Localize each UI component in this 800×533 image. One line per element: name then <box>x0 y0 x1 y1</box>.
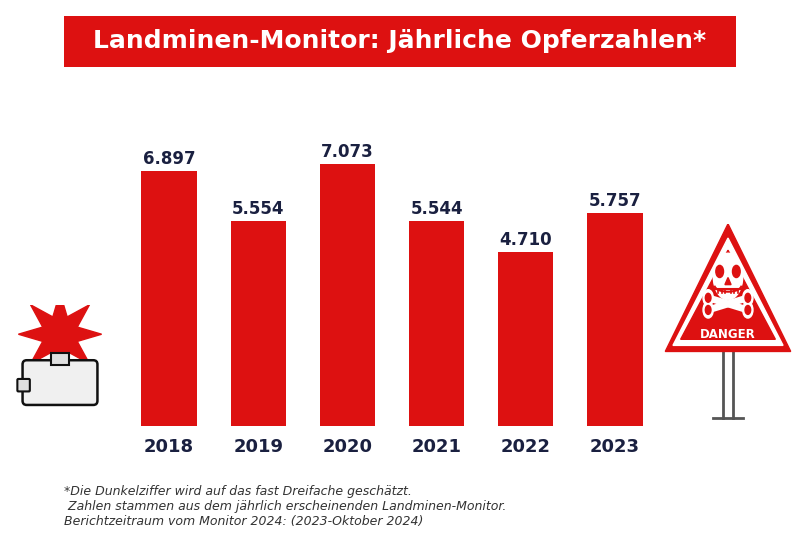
Bar <box>409 221 464 426</box>
Text: 7.073: 7.073 <box>321 143 374 161</box>
Circle shape <box>714 253 742 300</box>
Text: Landminen-Monitor: Jährliche Opferzahlen*: Landminen-Monitor: Jährliche Opferzahlen… <box>94 29 706 53</box>
Text: DANGER: DANGER <box>700 328 756 341</box>
FancyBboxPatch shape <box>50 353 70 366</box>
Polygon shape <box>666 224 790 351</box>
Circle shape <box>703 289 714 306</box>
FancyBboxPatch shape <box>18 379 30 391</box>
Text: 5.757: 5.757 <box>589 192 642 210</box>
Polygon shape <box>18 293 102 376</box>
Polygon shape <box>673 238 783 345</box>
Circle shape <box>706 293 711 302</box>
Circle shape <box>706 305 711 314</box>
FancyBboxPatch shape <box>10 12 790 71</box>
Bar <box>230 221 286 426</box>
Bar <box>498 252 554 426</box>
Circle shape <box>742 289 753 306</box>
FancyBboxPatch shape <box>22 360 98 405</box>
Polygon shape <box>681 250 775 340</box>
Bar <box>587 213 642 426</box>
Text: 4.710: 4.710 <box>499 231 552 249</box>
Circle shape <box>745 293 750 302</box>
Circle shape <box>716 265 723 278</box>
Circle shape <box>703 302 714 318</box>
Circle shape <box>733 265 740 278</box>
Bar <box>320 164 375 426</box>
Text: *Die Dunkelziffer wird auf das fast Dreifache geschätzt.
 Zahlen stammen aus dem: *Die Dunkelziffer wird auf das fast Drei… <box>64 484 506 528</box>
Text: 5.554: 5.554 <box>232 200 285 217</box>
Text: 6.897: 6.897 <box>142 150 195 168</box>
Circle shape <box>745 305 750 314</box>
Circle shape <box>742 302 753 318</box>
Polygon shape <box>725 278 731 285</box>
Bar <box>142 171 197 426</box>
Text: 5.544: 5.544 <box>410 200 463 218</box>
